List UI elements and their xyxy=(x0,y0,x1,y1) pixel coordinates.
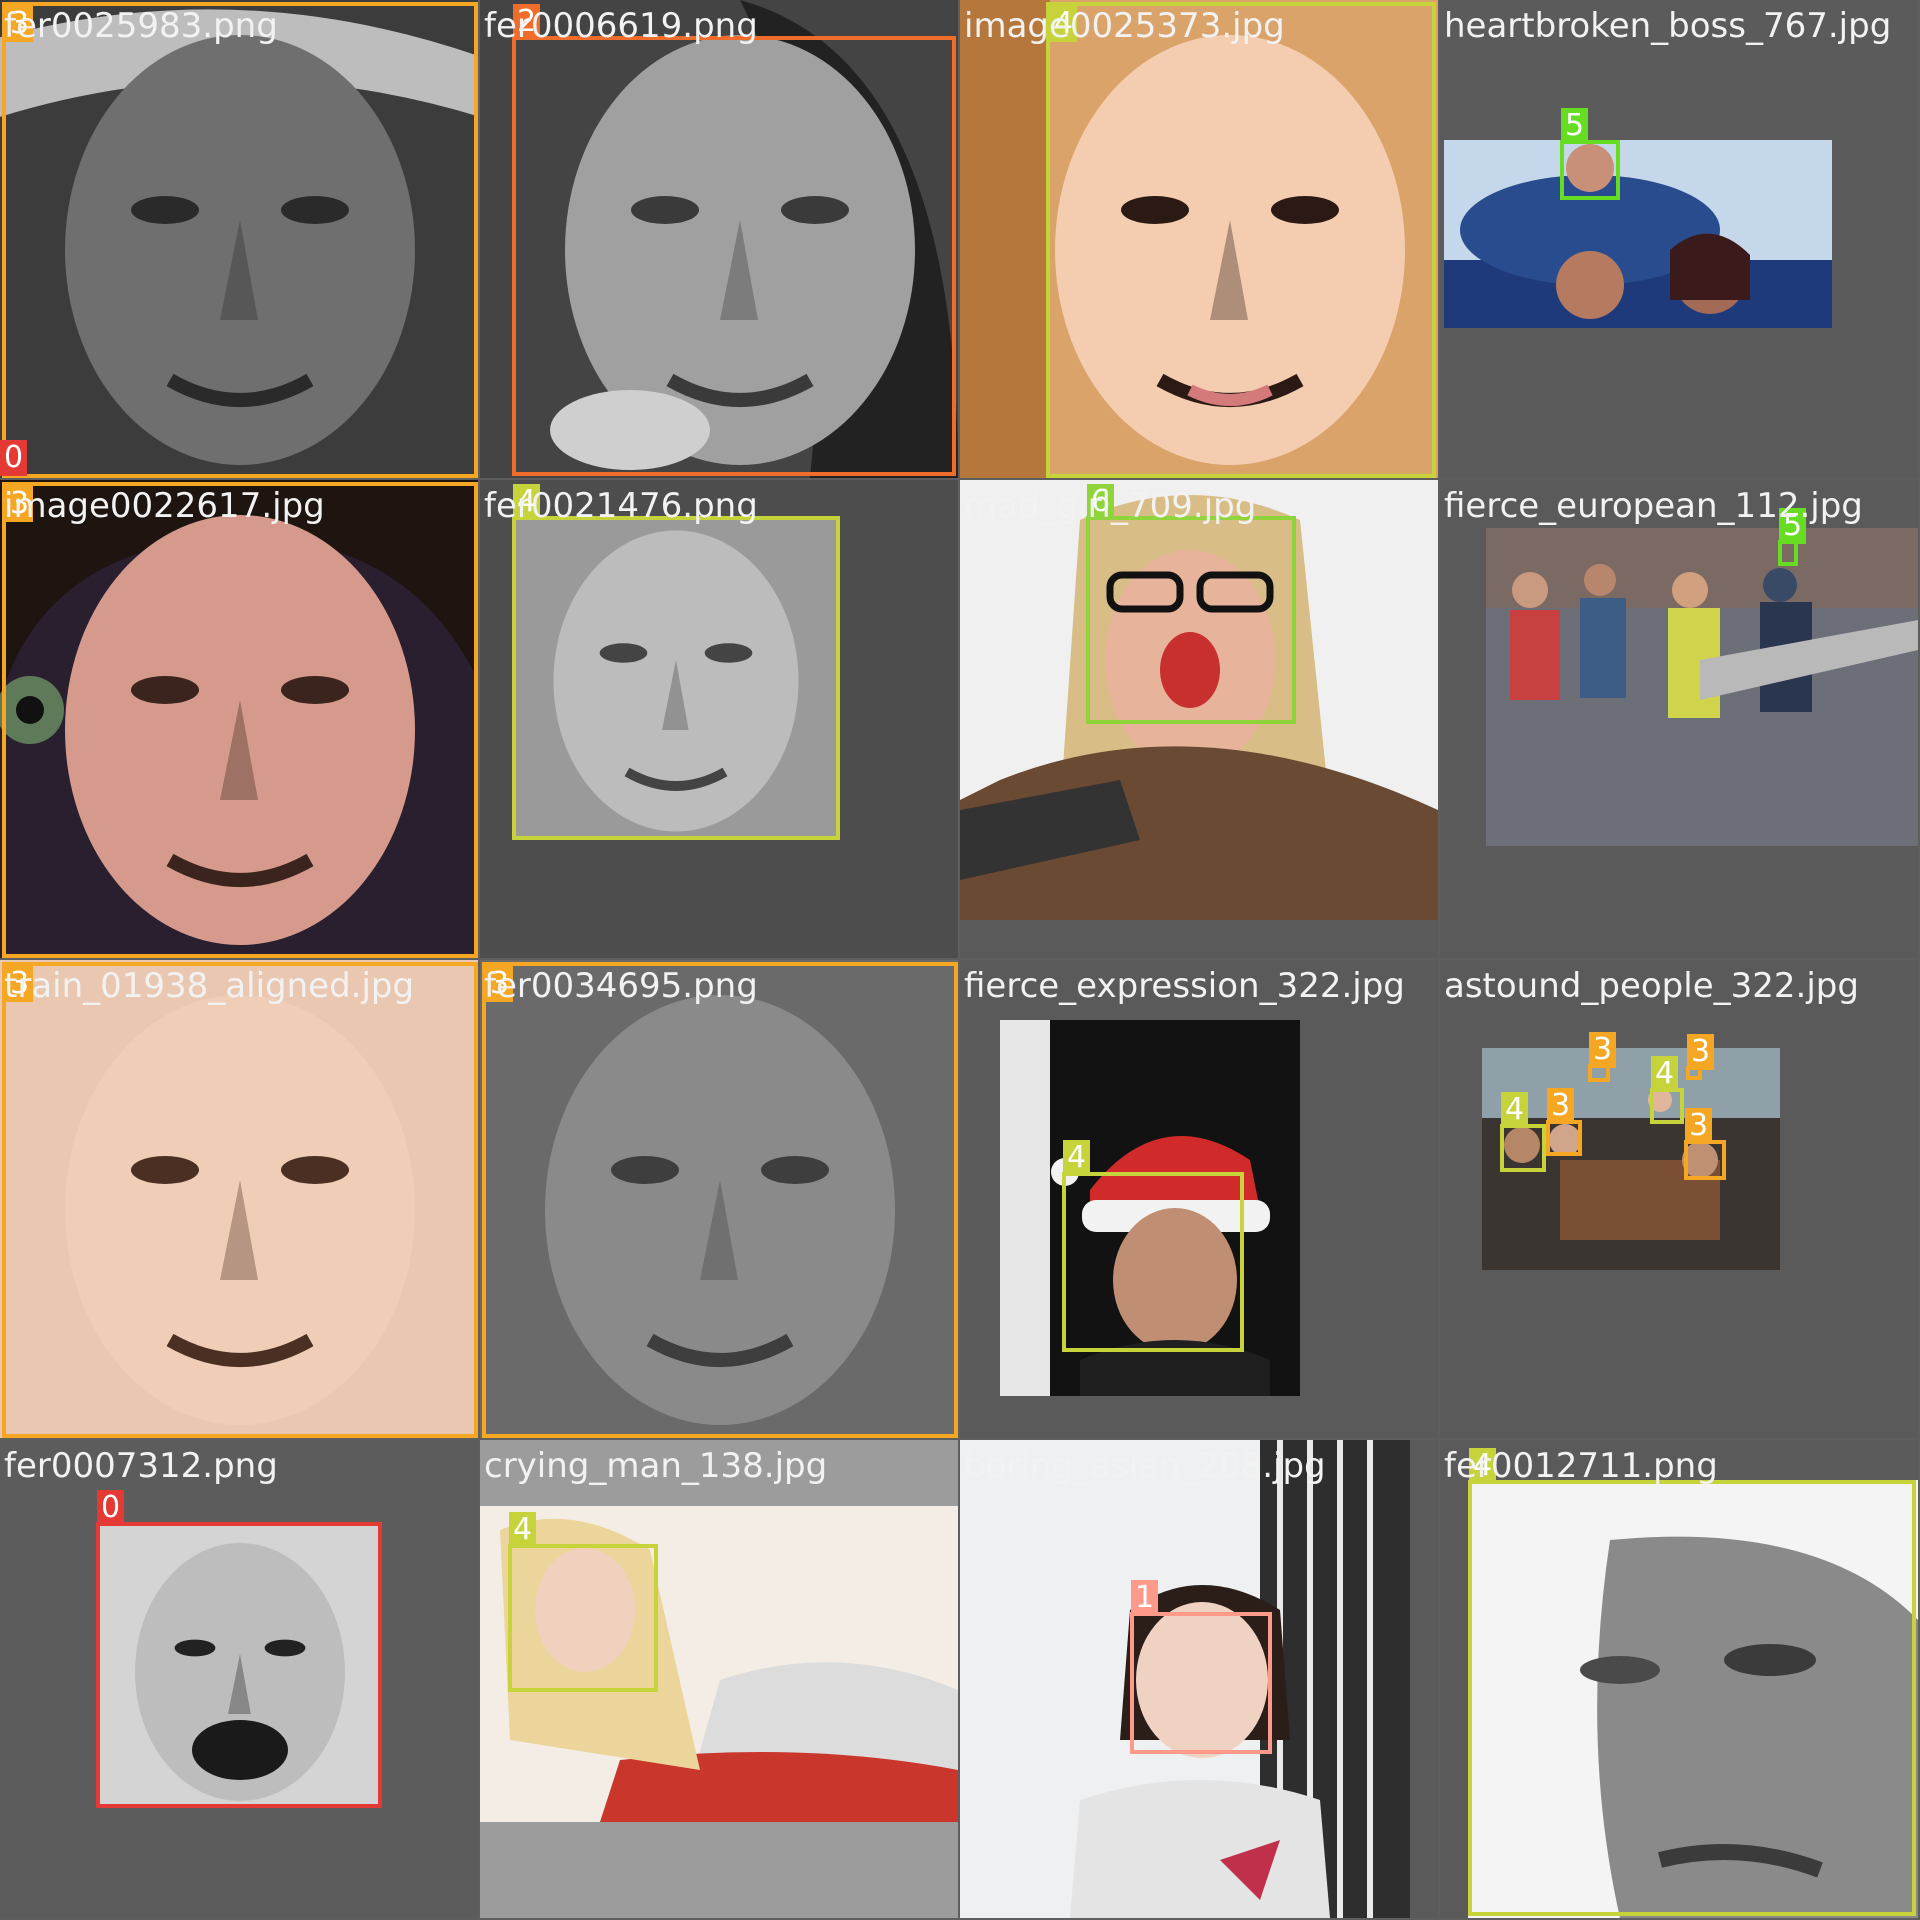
detection-label: 4 xyxy=(513,484,541,520)
tile-filename: astound_people_322.jpg xyxy=(1444,966,1859,1006)
photo xyxy=(480,1440,958,1918)
photo xyxy=(1440,960,1918,1438)
photo xyxy=(0,480,478,958)
detection-box: 3 xyxy=(2,962,478,1438)
detection-box: 3 xyxy=(1546,1088,1582,1156)
detection-box: 4 xyxy=(1500,1092,1546,1172)
photo xyxy=(480,960,958,1438)
tile-filename: train_01938_aligned.jpg xyxy=(4,966,415,1006)
detection-label: 4 xyxy=(1050,6,1078,42)
detection-label: 2 xyxy=(513,4,541,40)
tile-filename: heartbroken_boss_767.jpg xyxy=(1444,6,1892,46)
detection-label: 4 xyxy=(1501,1092,1529,1128)
detection-label: 0 xyxy=(97,1490,125,1526)
mosaic-tile: fer0006619.png 2 xyxy=(480,0,958,478)
detection-label: 5 xyxy=(1561,108,1589,144)
detection-label: 4 xyxy=(509,1512,537,1548)
detection-label: 4 xyxy=(1651,1056,1679,1092)
mosaic-tile: fer0007312.png 0 xyxy=(0,1440,478,1918)
detection-label: 0 xyxy=(0,440,28,476)
detection-box: 3 xyxy=(482,962,958,1438)
detection-box: 1 xyxy=(1130,1580,1272,1754)
mosaic-tile: fer0025983.png 3 0 xyxy=(0,0,478,478)
photo xyxy=(480,0,958,478)
detection-box: 3 xyxy=(2,482,478,958)
mosaic-tile: image0025373.jpg 4 xyxy=(960,0,1438,478)
tile-filename: image0025373.jpg xyxy=(964,6,1285,46)
photo xyxy=(1440,0,1918,478)
tile-filename: fer0007312.png xyxy=(4,1446,278,1486)
detection-label: 1 xyxy=(1131,1580,1159,1616)
detection-box: 3 xyxy=(1684,1108,1726,1180)
detection-box: 4 xyxy=(512,484,840,840)
tile-filename: fer0025983.png xyxy=(4,6,278,46)
detection-label: 3 xyxy=(1687,1034,1715,1070)
detection-label: 3 xyxy=(6,486,34,522)
tile-filename: fer0006619.png xyxy=(484,6,758,46)
photo xyxy=(960,1440,1438,1918)
detection-label: 6 xyxy=(1087,484,1115,520)
tile-filename: fer0034695.png xyxy=(484,966,758,1006)
detection-label: 3 xyxy=(6,966,34,1002)
detection-label: 3 xyxy=(1547,1088,1575,1124)
detection-box: 3 xyxy=(1588,1032,1617,1082)
tile-filename: mad_girl_709.jpg xyxy=(964,486,1257,526)
mosaic-tile: image0022617.jpg 3 xyxy=(0,480,478,958)
detection-box: 5 xyxy=(1560,108,1620,200)
tile-filename: fer0012711.png xyxy=(1444,1446,1718,1486)
detection-label: 4 xyxy=(1469,1448,1497,1484)
detection-box: 3 xyxy=(2,2,478,478)
detection-label: 3 xyxy=(486,966,514,1002)
mosaic-tile: astound_people_322.jpg 4 3 3 4 3 3 xyxy=(1440,960,1918,1438)
photo xyxy=(960,480,1438,958)
mosaic-tile: train_01938_aligned.jpg 3 xyxy=(0,960,478,1438)
detection-box: 4 xyxy=(1468,1448,1916,1916)
photo xyxy=(1440,1440,1918,1918)
mosaic-tile: boring_asian_208.jpg 1 xyxy=(960,1440,1438,1918)
detection-box: 4 xyxy=(1046,2,1436,478)
tile-filename: crying_man_138.jpg xyxy=(484,1446,828,1486)
photo xyxy=(0,960,478,1438)
photo xyxy=(0,1440,478,1918)
detection-box: 0 xyxy=(96,1490,382,1808)
detection-box: 6 xyxy=(1086,484,1296,724)
mosaic-tile: crying_man_138.jpg 4 xyxy=(480,1440,958,1918)
detection-label: 3 xyxy=(1685,1108,1713,1144)
tile-filename: boring_asian_208.jpg xyxy=(964,1446,1326,1486)
tile-filename: fierce_european_112.jpg xyxy=(1444,486,1863,526)
detection-box: 4 xyxy=(1062,1140,1244,1352)
photo xyxy=(1440,480,1918,958)
detection-box: 2 xyxy=(512,4,956,476)
photo xyxy=(960,0,1438,478)
mosaic-tile: fer0021476.png 4 xyxy=(480,480,958,958)
detection-label: 5 xyxy=(1779,508,1807,544)
mosaic-tile: fierce_expression_322.jpg 4 xyxy=(960,960,1438,1438)
detection-label: 3 xyxy=(1589,1032,1617,1068)
detection-label: 3 xyxy=(6,6,34,42)
detection-box: 5 xyxy=(1778,508,1807,566)
detection-box: 3 xyxy=(1686,1034,1715,1080)
photo xyxy=(0,0,478,478)
detection-box: 4 xyxy=(1650,1056,1684,1124)
photo xyxy=(960,960,1438,1438)
mosaic-tile: fer0034695.png 3 xyxy=(480,960,958,1438)
tile-filename: fer0021476.png xyxy=(484,486,758,526)
mosaic-tile: fer0012711.png 4 xyxy=(1440,1440,1918,1918)
tile-filename: fierce_expression_322.jpg xyxy=(964,966,1405,1006)
detection-box: 4 xyxy=(508,1512,658,1692)
detection-label: 4 xyxy=(1063,1140,1091,1176)
mosaic-tile: heartbroken_boss_767.jpg 5 xyxy=(1440,0,1918,478)
photo xyxy=(480,480,958,958)
mosaic-tile: mad_girl_709.jpg 6 xyxy=(960,480,1438,958)
mosaic-tile: fierce_european_112.jpg 5 xyxy=(1440,480,1918,958)
tile-filename: image0022617.jpg xyxy=(4,486,325,526)
